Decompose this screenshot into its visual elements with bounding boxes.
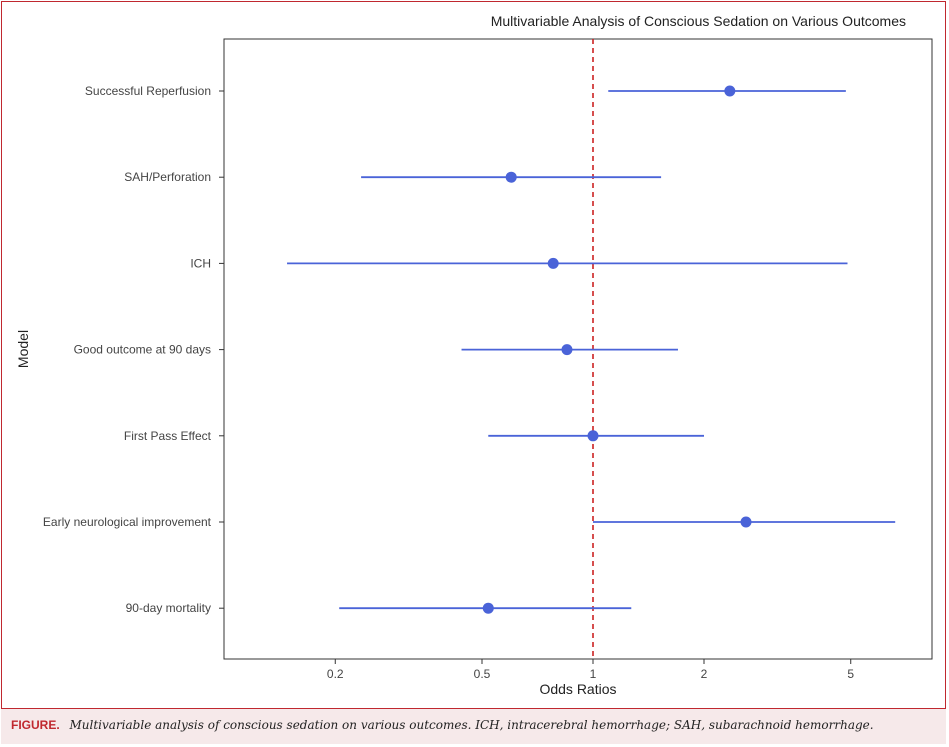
y-tick-label: 90-day mortality bbox=[126, 601, 211, 615]
x-tick-label: 1 bbox=[590, 667, 597, 681]
y-tick-label: ICH bbox=[190, 256, 211, 270]
x-tick-label: 0.5 bbox=[474, 667, 491, 681]
point-estimate bbox=[547, 257, 559, 269]
point-estimate bbox=[724, 85, 736, 97]
caption-text: Multivariable analysis of conscious seda… bbox=[69, 718, 874, 732]
y-tick-label: Good outcome at 90 days bbox=[74, 343, 211, 357]
forest-plot: Multivariable Analysis of Conscious Seda… bbox=[15, 13, 933, 697]
x-tick-label: 2 bbox=[701, 667, 708, 681]
plot-panel bbox=[223, 38, 933, 660]
point-estimate bbox=[740, 516, 752, 528]
y-axis-title: Model bbox=[15, 330, 31, 368]
caption-label: FIGURE. bbox=[11, 718, 60, 732]
point-estimate bbox=[587, 430, 599, 442]
y-tick-label: Successful Reperfusion bbox=[85, 84, 211, 98]
figure-caption: FIGURE. Multivariable analysis of consci… bbox=[1, 708, 946, 744]
x-tick-label: 5 bbox=[847, 667, 854, 681]
y-tick-label: First Pass Effect bbox=[124, 429, 212, 443]
point-estimate bbox=[561, 344, 573, 356]
y-tick-label: Early neurological improvement bbox=[43, 515, 212, 529]
y-tick-label: SAH/Perforation bbox=[124, 170, 211, 184]
point-estimate bbox=[505, 171, 517, 183]
x-tick-label: 0.2 bbox=[327, 667, 344, 681]
point-estimate bbox=[482, 602, 494, 614]
x-axis-title: Odds Ratios bbox=[539, 681, 616, 697]
chart-title: Multivariable Analysis of Conscious Seda… bbox=[491, 13, 906, 29]
